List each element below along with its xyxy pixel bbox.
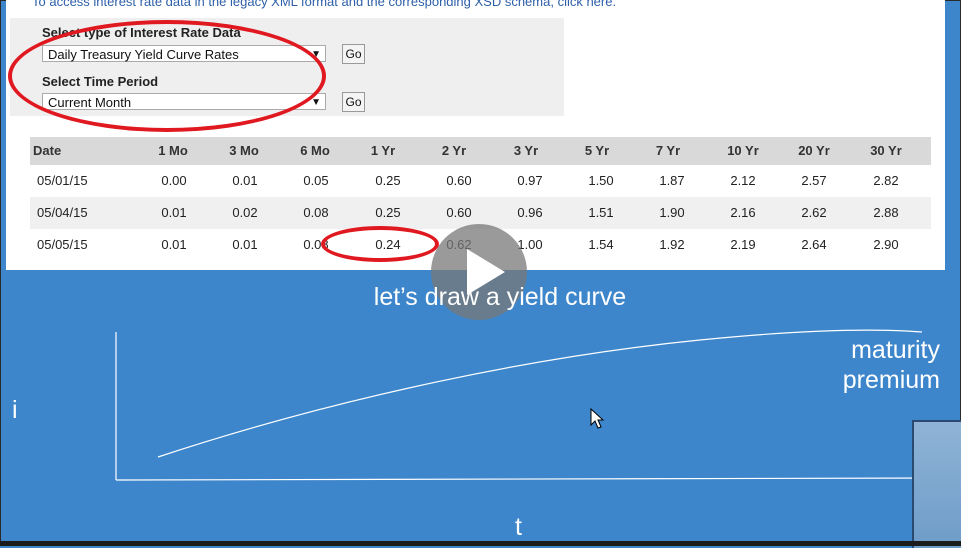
rate-cell: 1.54 [588, 237, 614, 252]
x-axis-line [115, 477, 945, 481]
bottom-bar [0, 541, 961, 546]
play-icon [467, 249, 505, 295]
go-button-period[interactable]: Go [342, 92, 365, 112]
x-axis-label: t [515, 513, 522, 541]
rate-cell: 0.02 [232, 205, 258, 220]
table-row: 05/04/15 0.01 0.02 0.08 0.25 0.60 0.96 1… [30, 197, 931, 229]
rate-cell: 1.51 [588, 205, 614, 220]
date-cell: 05/01/15 [37, 173, 88, 188]
header-cell: Date [33, 143, 62, 158]
rate-cell: 0.01 [232, 237, 258, 252]
rate-cell: 0.08 [303, 205, 329, 220]
date-cell: 05/04/15 [37, 205, 88, 220]
rate-cell: 0.01 [232, 173, 258, 188]
rate-cell: 2.90 [873, 237, 899, 252]
header-cell: 6 Mo [300, 143, 330, 158]
table-row: 05/01/15 0.00 0.01 0.05 0.25 0.60 0.97 1… [30, 165, 931, 197]
rate-cell: 0.97 [517, 173, 543, 188]
rate-cell: 2.82 [873, 173, 899, 188]
maturity-premium-line2: premium [842, 366, 940, 394]
video-caption: let’s draw a yield curve [373, 283, 627, 311]
rate-cell: 1.92 [659, 237, 685, 252]
header-cell: 30 Yr [870, 143, 902, 158]
go-button-type[interactable]: Go [342, 44, 365, 64]
rate-cell: 2.57 [801, 173, 827, 188]
maturity-premium-label: maturity premium [780, 335, 940, 395]
rate-cell: 0.00 [161, 173, 187, 188]
header-cell: 2 Yr [441, 143, 467, 158]
dropdown-arrow-icon: ▼ [311, 49, 321, 60]
rate-cell: 2.64 [801, 237, 827, 252]
header-cell: 5 Yr [584, 143, 610, 158]
rate-cell: 2.19 [730, 237, 756, 252]
yield-curve-sketch [115, 329, 945, 481]
mouse-pointer-icon [590, 408, 605, 429]
rate-cell: 1.00 [517, 237, 543, 252]
header-cell: 7 Yr [655, 143, 681, 158]
header-cell: 3 Yr [513, 143, 539, 158]
header-cell: 1 Yr [370, 143, 396, 158]
rate-cell: 2.12 [730, 173, 756, 188]
table-header: Date 1 Mo 3 Mo 6 Mo 1 Yr 2 Yr 3 Yr 5 Yr … [30, 137, 931, 165]
header-cell: 20 Yr [798, 143, 830, 158]
rate-cell: 1.87 [659, 173, 685, 188]
rate-cell: 0.05 [303, 173, 329, 188]
header-cell: 10 Yr [727, 143, 759, 158]
maturity-premium-line1: maturity [851, 336, 940, 364]
highlight-ellipse-1yr [321, 226, 439, 262]
yield-curve-line [157, 329, 923, 458]
rate-cell: 2.62 [801, 205, 827, 220]
dropdown-arrow-icon: ▼ [311, 97, 321, 108]
rate-cell: 1.90 [659, 205, 685, 220]
side-panel [912, 420, 961, 548]
rate-cell: 1.50 [588, 173, 614, 188]
header-cell: 3 Mo [229, 143, 259, 158]
rate-cell: 0.96 [517, 205, 543, 220]
rate-cell: 0.01 [161, 205, 187, 220]
rate-cell: 2.16 [730, 205, 756, 220]
rate-cell: 0.25 [375, 173, 401, 188]
highlight-ellipse-selectors [8, 20, 326, 132]
rate-cell: 0.60 [446, 205, 472, 220]
header-cell: 1 Mo [158, 143, 188, 158]
y-axis-label: i [12, 396, 18, 424]
rate-cell: 2.88 [873, 205, 899, 220]
rate-cell: 0.60 [446, 173, 472, 188]
legacy-xml-link[interactable]: To access interest rate data in the lega… [32, 0, 617, 9]
date-cell: 05/05/15 [37, 237, 88, 252]
rate-cell: 0.01 [161, 237, 187, 252]
rate-cell: 0.25 [375, 205, 401, 220]
play-button[interactable] [431, 224, 527, 320]
